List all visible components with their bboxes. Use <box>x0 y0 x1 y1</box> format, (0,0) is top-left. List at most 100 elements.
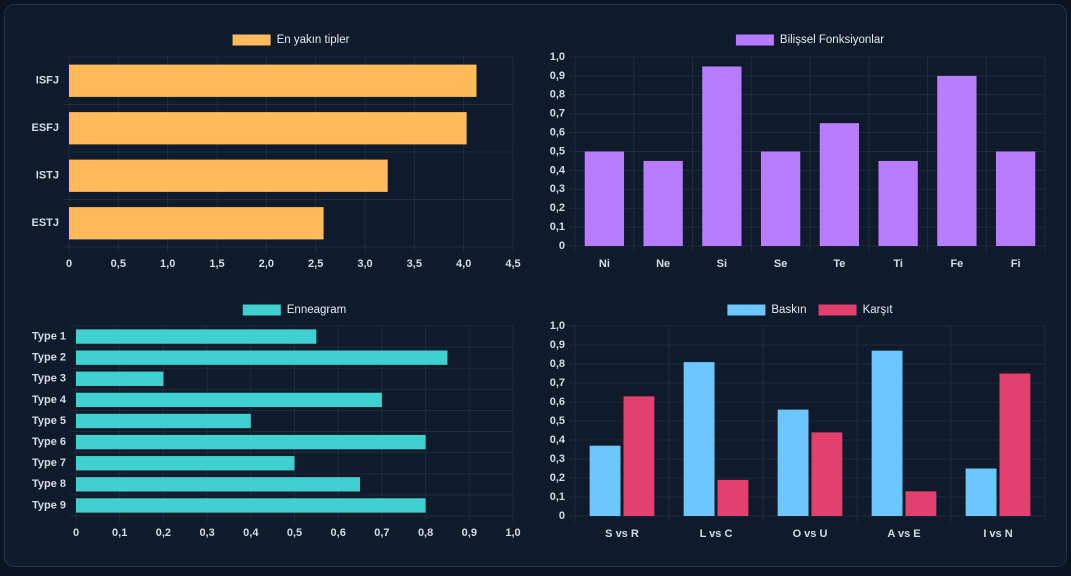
x-tick-label: L vs C <box>700 528 733 540</box>
bar <box>76 350 448 365</box>
y-tick-label: 0,5 <box>550 145 565 157</box>
x-tick-label: 0,5 <box>111 258 126 270</box>
y-tick-label: 0,2 <box>550 472 565 484</box>
bar <box>683 362 715 516</box>
x-tick-label: 3,5 <box>407 258 422 270</box>
x-tick-label: 0,2 <box>156 527 171 539</box>
y-tick-label: 0,2 <box>550 202 565 214</box>
bar <box>76 434 426 450</box>
y-tick-label: ISFJ <box>36 75 59 87</box>
x-tick-label: A vs E <box>887 528 920 540</box>
y-tick-label: 0,4 <box>550 434 566 446</box>
x-tick-label: 0 <box>66 258 72 270</box>
legend-swatch <box>818 304 857 316</box>
bar <box>584 151 625 246</box>
legend-label: En yakın tipler <box>277 34 350 46</box>
bar <box>999 373 1031 516</box>
y-tick-label: 0,8 <box>550 89 565 101</box>
x-tick-label: 1,0 <box>505 527 520 539</box>
bar <box>811 432 843 516</box>
bar <box>76 371 164 386</box>
y-tick-label: ESTJ <box>31 217 59 229</box>
x-tick-label: Fi <box>1011 258 1021 270</box>
bar <box>76 456 295 471</box>
bar <box>69 64 477 97</box>
bar <box>965 468 997 516</box>
bar <box>643 160 683 246</box>
x-tick-label: 4,0 <box>456 258 471 270</box>
bar <box>777 409 809 516</box>
y-tick-label: 0,1 <box>550 491 565 503</box>
x-tick-label: I vs N <box>983 528 1012 540</box>
bar <box>69 112 467 145</box>
legend-label: Karşıt <box>863 304 894 316</box>
bar <box>69 207 324 240</box>
y-tick-label: 0,6 <box>550 396 565 408</box>
y-tick-label: 0,1 <box>550 221 565 233</box>
y-tick-label: Type 1 <box>32 330 66 342</box>
x-tick-label: 2,5 <box>308 258 323 270</box>
y-tick-label: Type 7 <box>32 457 66 469</box>
y-tick-label: 0,5 <box>550 415 565 427</box>
legend-label: Enneagram <box>287 304 346 316</box>
x-tick-label: 0,3 <box>199 527 214 539</box>
legend-swatch <box>242 304 281 316</box>
y-tick-label: Type 9 <box>32 499 66 511</box>
x-tick-label: 4,5 <box>505 258 520 270</box>
bar <box>589 445 621 516</box>
x-tick-label: 2,0 <box>259 258 274 270</box>
y-tick-label: 0,8 <box>550 358 565 370</box>
y-tick-label: 0,3 <box>550 453 565 465</box>
y-tick-label: Type 8 <box>32 478 66 490</box>
y-tick-label: 1,0 <box>550 51 565 63</box>
y-tick-label: 0,7 <box>550 377 565 389</box>
legend-swatch <box>735 34 774 46</box>
x-tick-label: Fe <box>950 258 963 270</box>
x-tick-label: 0,1 <box>112 527 127 539</box>
x-tick-label: Te <box>833 258 845 270</box>
y-tick-label: ISTJ <box>36 170 59 182</box>
x-tick-label: O vs U <box>793 528 828 540</box>
x-tick-label: 3,0 <box>357 258 372 270</box>
x-tick-label: Se <box>774 258 787 270</box>
legend-label: Bilişsel Fonksiyonlar <box>780 34 884 46</box>
bar <box>69 159 388 192</box>
y-tick-label: 1,0 <box>550 320 565 332</box>
bar <box>76 392 382 408</box>
legend-swatch <box>727 304 766 316</box>
y-tick-label: 0,9 <box>550 70 565 82</box>
y-tick-label: Type 2 <box>32 352 66 364</box>
y-tick-label: 0,6 <box>550 127 565 139</box>
bar <box>76 413 251 429</box>
x-tick-label: 0,6 <box>331 527 346 539</box>
bar <box>760 151 801 246</box>
legend-swatch <box>232 34 271 46</box>
y-tick-label: 0,9 <box>550 339 565 351</box>
y-tick-label: Type 6 <box>32 436 66 448</box>
y-tick-label: ESFJ <box>31 122 59 134</box>
legend-label: Baskın <box>771 304 806 316</box>
x-tick-label: Si <box>717 258 727 270</box>
y-tick-label: 0 <box>559 510 565 522</box>
bar <box>878 160 918 246</box>
x-tick-label: 0 <box>73 527 79 539</box>
y-tick-label: 0,4 <box>550 164 566 176</box>
y-tick-label: Type 5 <box>32 415 66 427</box>
x-tick-label: 0,8 <box>418 527 433 539</box>
x-tick-label: 1,0 <box>160 258 175 270</box>
x-tick-label: Ne <box>656 258 670 270</box>
x-tick-label: 0,5 <box>287 527 302 539</box>
bar <box>76 329 317 344</box>
y-tick-label: 0 <box>559 240 565 252</box>
x-tick-label: Ti <box>893 258 903 270</box>
bar <box>871 350 903 516</box>
x-tick-label: 0,9 <box>462 527 477 539</box>
x-tick-label: S vs R <box>605 528 639 540</box>
y-tick-label: 0,3 <box>550 183 565 195</box>
bar <box>937 75 977 247</box>
x-tick-label: Ni <box>599 258 610 270</box>
bar <box>717 479 749 516</box>
y-tick-label: 0,7 <box>550 108 565 120</box>
bar <box>76 498 426 513</box>
